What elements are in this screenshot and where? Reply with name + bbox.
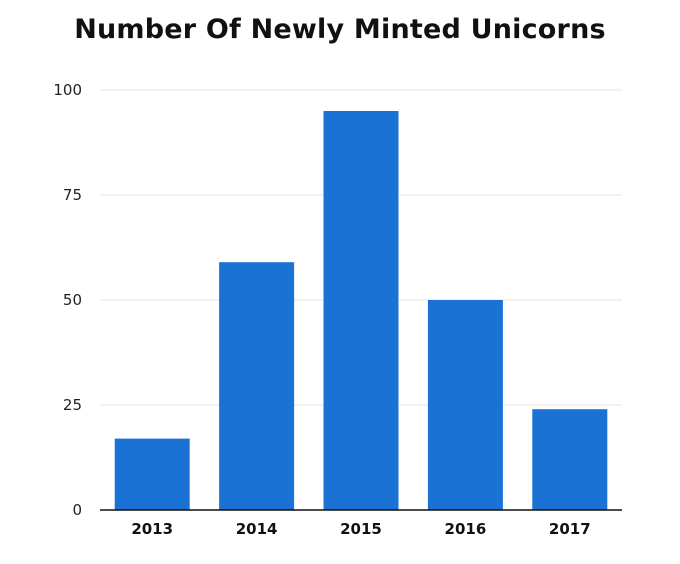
bar-2017 xyxy=(532,409,608,510)
x-tick-label-2014: 2014 xyxy=(236,520,278,538)
y-tick-label-25: 25 xyxy=(63,396,82,414)
x-tick-label-2013: 2013 xyxy=(131,520,173,538)
y-tick-label-75: 75 xyxy=(63,186,82,204)
x-tick-label-2016: 2016 xyxy=(445,520,487,538)
y-tick-label-100: 100 xyxy=(53,81,82,99)
bar-2016 xyxy=(427,300,503,510)
y-tick-label-50: 50 xyxy=(63,291,82,309)
bar-2013 xyxy=(114,438,190,510)
bar-2014 xyxy=(219,262,295,510)
chart-title: Number Of Newly Minted Unicorns xyxy=(74,14,606,45)
y-tick-label-0: 0 xyxy=(72,501,82,519)
x-tick-label-2015: 2015 xyxy=(340,520,382,538)
x-tick-label-2017: 2017 xyxy=(549,520,591,538)
bar-2015 xyxy=(323,111,399,510)
